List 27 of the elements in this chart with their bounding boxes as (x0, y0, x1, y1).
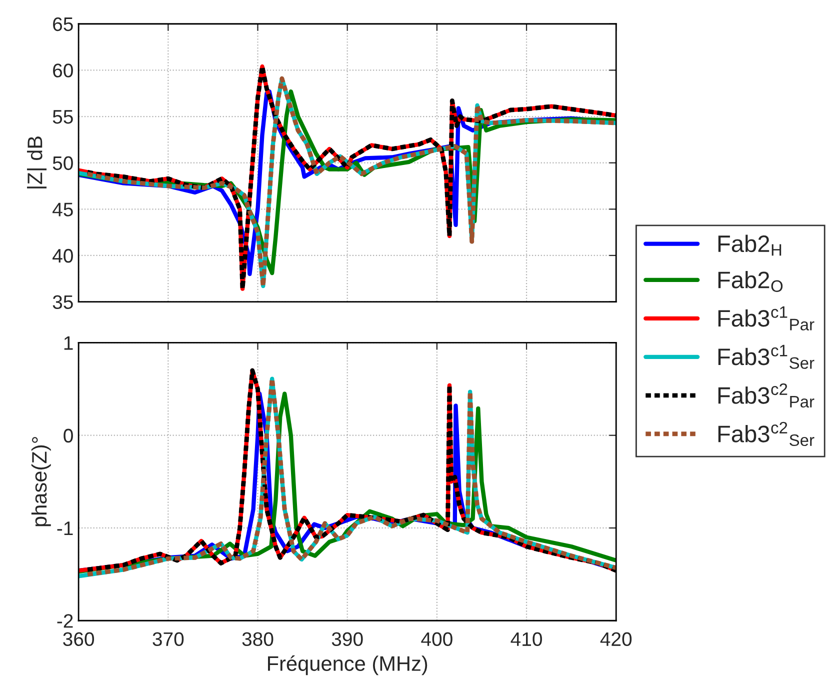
legend-label: Fab3$^{c1}$$_{Ser}$ (718, 344, 814, 369)
x-tick-label: 410 (510, 632, 542, 646)
y-tick-label: 55 (52, 110, 73, 124)
x-tick-label: 360 (63, 632, 94, 646)
legend-label: Fab3$^{c2}$$_{Ser}$ (718, 422, 814, 446)
x-tick-label: 370 (152, 632, 184, 646)
y-tick-label: 50 (52, 156, 73, 170)
legend-label: Fab2$_{O}$ (718, 270, 783, 292)
y-tick-label: -1 (57, 522, 73, 536)
legend-label: Fab3$^{c2}$$_{Par}$ (718, 383, 814, 408)
x-tick-label: 420 (600, 632, 632, 646)
y-tick-label: 65 (53, 17, 73, 32)
y-tick-label: 1 (64, 336, 73, 350)
y-axis-title: |Z| dB (27, 136, 47, 188)
legend-label: Fab2$_{H}$ (718, 234, 782, 256)
y-tick-label: 0 (64, 428, 73, 443)
x-axis-title: Fréquence (MHz) (268, 655, 428, 676)
y-tick-label: 45 (52, 202, 73, 216)
x-tick-label: 400 (421, 632, 452, 646)
y-tick-label: 40 (52, 248, 73, 263)
legend-label: Fab3$^{c1}$$_{Par}$ (718, 306, 814, 330)
x-tick-label: 390 (332, 632, 363, 646)
y-tick-label: -2 (57, 614, 73, 628)
y-axis-title: phase(Z)° (31, 437, 51, 526)
x-tick-label: 380 (242, 632, 274, 646)
y-tick-label: 35 (52, 295, 73, 310)
y-tick-label: 60 (53, 64, 73, 78)
